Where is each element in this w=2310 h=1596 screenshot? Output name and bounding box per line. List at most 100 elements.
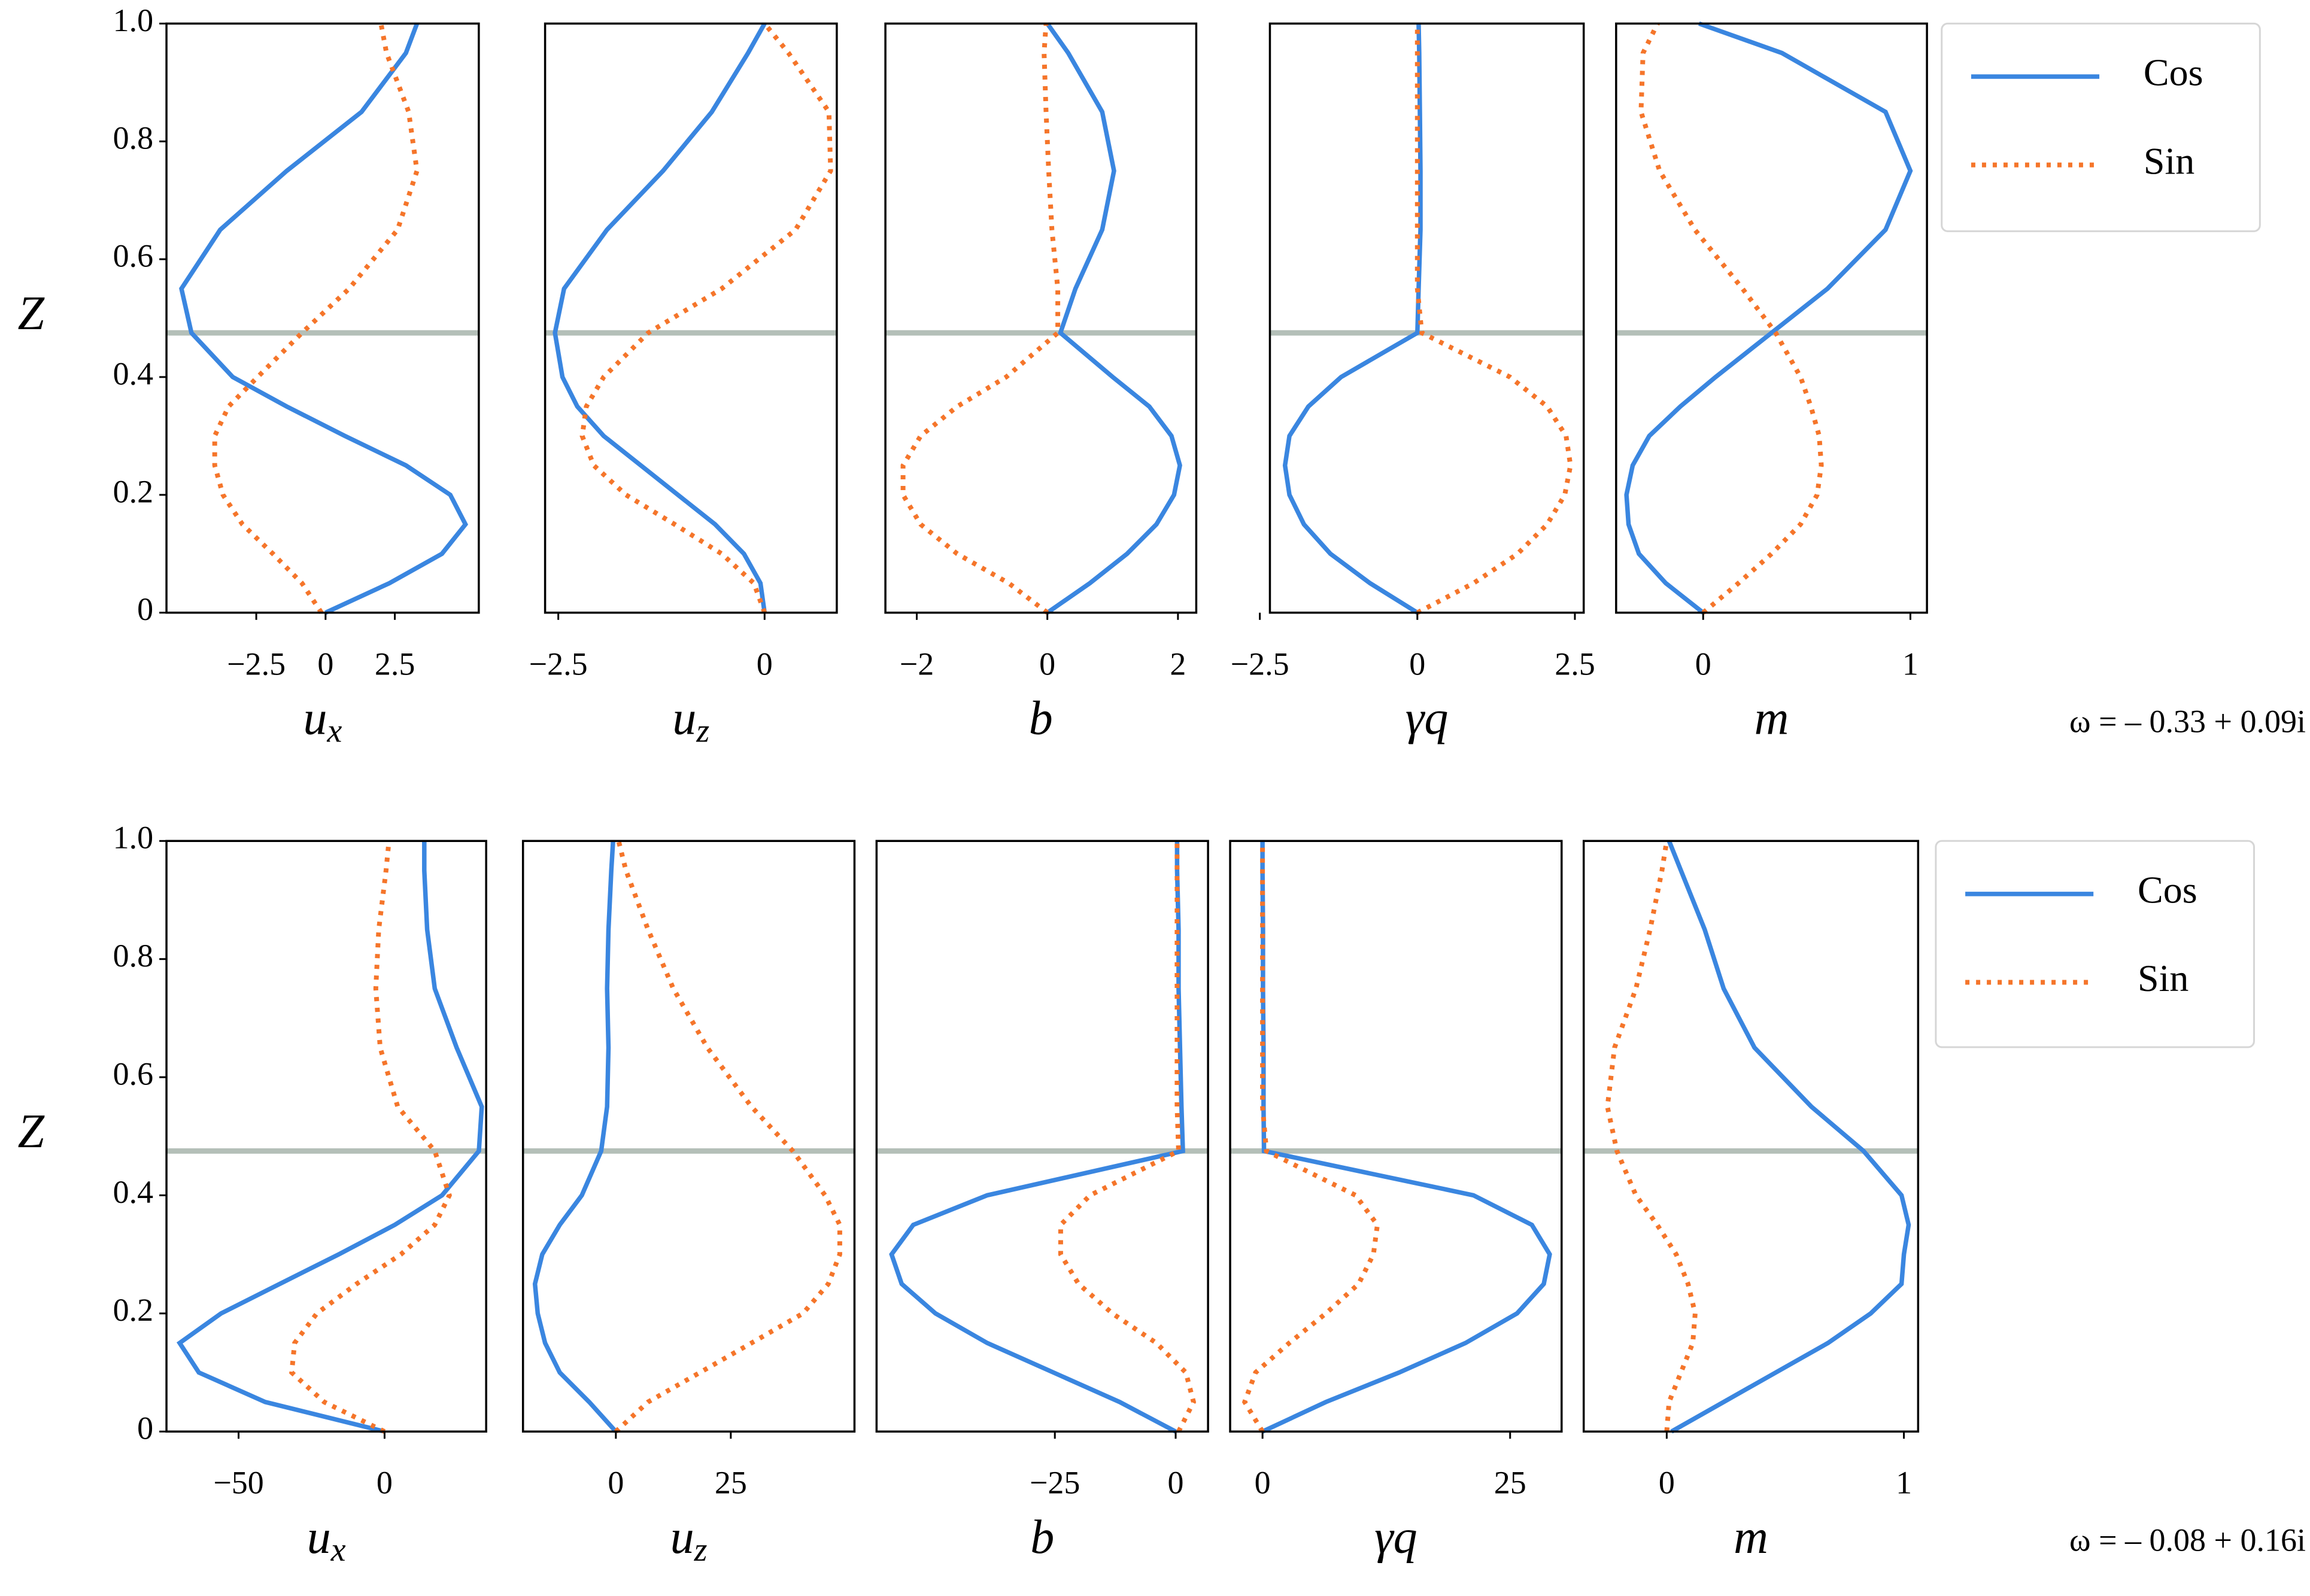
series-line xyxy=(1241,841,1380,1433)
axes-frame xyxy=(544,22,838,614)
x-axis-subscript: x xyxy=(327,712,342,749)
x-axis-symbol: b xyxy=(1030,1511,1054,1564)
x-tick-label: −50 xyxy=(213,1465,263,1501)
y-tick-label: 0.6 xyxy=(113,1056,154,1092)
legend-box xyxy=(1941,22,2261,232)
y-tick-label: 0.4 xyxy=(113,1174,154,1210)
x-axis-symbol: u xyxy=(670,1511,694,1564)
series-line xyxy=(614,840,842,1434)
x-axis-symbol: u xyxy=(672,692,696,745)
x-tick-label: 1 xyxy=(1896,1465,1912,1501)
annotation: ω = – 0.08 + 0.16i xyxy=(2069,1522,2306,1558)
y-tick-label: 0 xyxy=(137,1410,153,1446)
y-axis-label: Z xyxy=(18,1105,45,1158)
x-axis-symbol: b xyxy=(1029,692,1053,745)
x-axis-label: uz xyxy=(672,692,709,750)
series-line xyxy=(553,22,767,613)
x-axis-label: b xyxy=(1029,692,1053,745)
y-tick-label: 0.2 xyxy=(113,473,154,509)
axes-frame xyxy=(165,840,487,1433)
legend-label: Cos xyxy=(2144,51,2203,94)
x-axis-label: ux xyxy=(303,692,342,750)
y-tick-label: 0 xyxy=(137,591,153,627)
x-tick-label: 25 xyxy=(1494,1465,1526,1501)
x-axis-label: γq xyxy=(1374,1511,1417,1564)
x-tick-label: 0 xyxy=(1409,646,1425,682)
y-tick-label: 1.0 xyxy=(113,2,154,38)
x-tick-label: 0 xyxy=(1255,1465,1271,1501)
series-line xyxy=(1282,23,1423,615)
y-tick-label: 0.2 xyxy=(113,1292,154,1328)
series-line xyxy=(1624,21,1913,615)
axes-frame xyxy=(165,22,480,614)
x-tick-label: 0 xyxy=(757,646,773,682)
x-axis-subscript: z xyxy=(696,712,709,749)
x-tick-label: 2.5 xyxy=(375,646,415,682)
series-line xyxy=(532,841,618,1433)
x-axis-symbol: u xyxy=(303,692,327,745)
series-line xyxy=(1667,840,1911,1434)
series-line xyxy=(176,841,484,1434)
x-axis-label: ux xyxy=(307,1511,346,1568)
x-tick-label: 25 xyxy=(715,1465,747,1501)
axes-frame xyxy=(1615,22,1928,614)
x-tick-label: 0 xyxy=(377,1465,393,1501)
x-tick-label: 2.5 xyxy=(1555,646,1595,682)
x-axis-label: m xyxy=(1734,1511,1768,1564)
series-line xyxy=(889,841,1185,1434)
x-tick-label: −2 xyxy=(900,646,934,682)
y-tick-label: 0.8 xyxy=(113,938,154,974)
x-tick-label: 0 xyxy=(608,1465,624,1501)
x-axis-label: m xyxy=(1754,692,1789,745)
series-line xyxy=(1605,840,1698,1432)
series-line xyxy=(1638,22,1824,615)
legend-label: Cos xyxy=(2138,869,2197,911)
annotation: ω = – 0.33 + 0.09i xyxy=(2069,703,2306,739)
axes-frame xyxy=(1582,840,1920,1433)
series-line xyxy=(212,23,420,614)
x-axis-symbol: m xyxy=(1754,692,1789,745)
axes-frame xyxy=(1268,22,1585,614)
axes-frame xyxy=(521,840,856,1433)
series-line xyxy=(1058,841,1197,1433)
x-tick-label: −2.5 xyxy=(227,646,286,682)
axes-frame xyxy=(1229,840,1563,1433)
legend-label: Sin xyxy=(2144,139,2194,182)
x-axis-label: uz xyxy=(670,1511,708,1568)
x-tick-label: 0 xyxy=(317,646,333,682)
y-tick-label: 0.8 xyxy=(113,120,154,156)
y-axis-label: Z xyxy=(18,287,45,340)
x-axis-subscript: z xyxy=(694,1531,708,1568)
series-line xyxy=(900,23,1061,615)
x-axis-symbol: m xyxy=(1734,1511,1768,1564)
series-line xyxy=(179,23,469,615)
series-line xyxy=(1045,22,1182,615)
x-axis-symbol: γq xyxy=(1406,692,1449,745)
x-tick-label: 0 xyxy=(1168,1465,1184,1501)
series-line xyxy=(1414,23,1573,615)
x-axis-symbol: u xyxy=(307,1511,331,1564)
legend-box xyxy=(1935,840,2255,1048)
x-tick-label: −2.5 xyxy=(529,646,588,682)
x-tick-label: −25 xyxy=(1030,1465,1080,1501)
x-axis-label: γq xyxy=(1406,692,1449,745)
x-tick-label: −2.5 xyxy=(1231,646,1289,682)
series-line xyxy=(1260,841,1552,1434)
legend-label: Sin xyxy=(2138,957,2188,999)
x-tick-label: 0 xyxy=(1039,646,1055,682)
x-tick-label: 1 xyxy=(1902,646,1919,682)
series-line xyxy=(579,22,833,614)
axes-frame xyxy=(875,840,1209,1433)
x-axis-label: b xyxy=(1030,1511,1054,1564)
x-axis-subscript: x xyxy=(330,1531,346,1568)
x-tick-label: 2 xyxy=(1170,646,1186,682)
axes-frame xyxy=(884,22,1198,614)
y-tick-label: 0.4 xyxy=(113,355,154,391)
x-tick-label: 0 xyxy=(1695,646,1711,682)
x-tick-label: 0 xyxy=(1659,1465,1675,1501)
y-tick-label: 1.0 xyxy=(113,820,154,856)
x-axis-symbol: γq xyxy=(1374,1511,1417,1564)
y-tick-label: 0.6 xyxy=(113,238,154,274)
